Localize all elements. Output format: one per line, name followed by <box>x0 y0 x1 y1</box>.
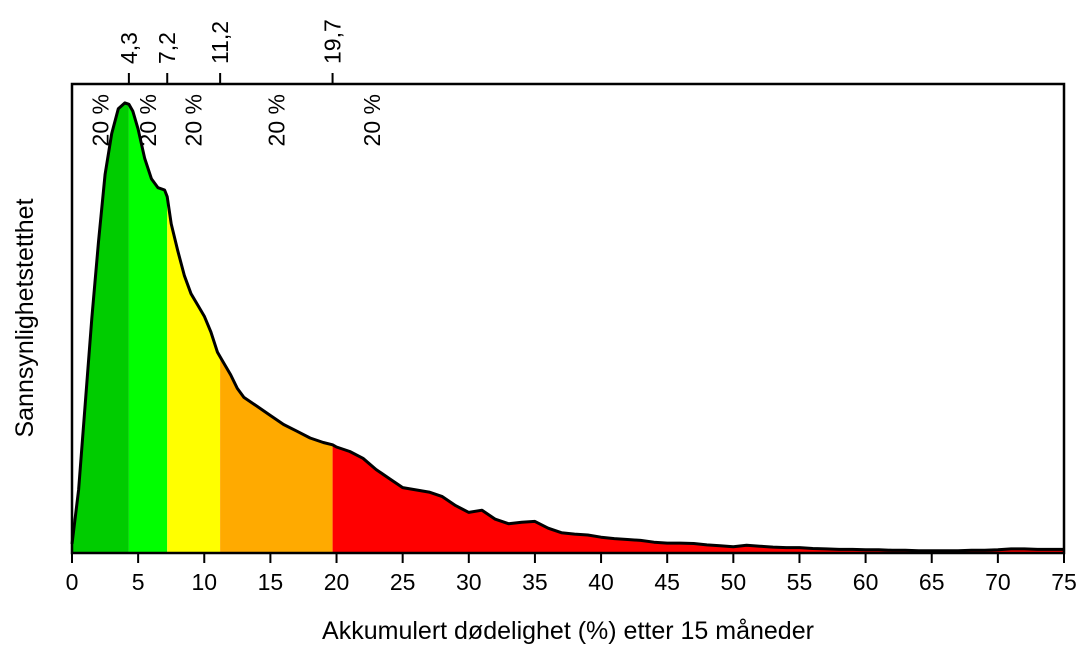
band-percent-label: 20 % <box>359 94 385 146</box>
x-tick-label: 10 <box>191 569 217 595</box>
plot-frame <box>70 82 1066 555</box>
density-band-2 <box>128 104 168 554</box>
x-axis-label: Akkumulert dødelighet (%) etter 15 måned… <box>322 617 814 645</box>
band-percent-label: 20 % <box>263 94 289 146</box>
x-tick-label: 75 <box>1051 569 1077 595</box>
density-bands <box>72 102 1065 554</box>
quantile-label: 19,7 <box>320 19 346 64</box>
x-tick-label: 15 <box>258 569 284 595</box>
x-tick-label: 35 <box>522 569 548 595</box>
band-percent-label: 20 % <box>181 94 207 146</box>
x-axis: 0 5 10 15 20 25 30 35 40 45 50 55 60 65 70 75 <box>66 553 1077 595</box>
density-band-4 <box>220 356 333 553</box>
band-percent-labels: 20 % 20 % 20 % 20 % 20 % <box>87 94 385 146</box>
x-tick-label: 20 <box>324 569 350 595</box>
quantile-axis: 4,3 7,2 11,2 19,7 <box>116 19 346 84</box>
x-tick-label: 25 <box>390 569 416 595</box>
band-percent-label: 20 % <box>135 94 161 146</box>
quantile-label: 4,3 <box>116 32 142 64</box>
x-tick-label: 65 <box>919 569 945 595</box>
density-curve <box>70 101 1064 553</box>
y-axis-label: Sannsynlighetstetthet <box>11 198 39 437</box>
band-percent-label: 20 % <box>87 94 113 146</box>
x-tick-label: 70 <box>985 569 1011 595</box>
x-tick-label: 60 <box>853 569 879 595</box>
x-tick-label: 50 <box>721 569 747 595</box>
density-band-1 <box>72 102 129 554</box>
quantile-label: 7,2 <box>154 32 180 64</box>
x-tick-label: 40 <box>588 569 614 595</box>
x-tick-label: 0 <box>66 569 79 595</box>
x-tick-label: 5 <box>132 569 145 595</box>
density-band-3 <box>167 196 221 553</box>
x-tick-label: 55 <box>787 569 813 595</box>
density-band-5 <box>332 444 1065 553</box>
x-tick-label: 45 <box>654 569 680 595</box>
quantile-label: 11,2 <box>207 21 233 64</box>
x-tick-label: 30 <box>456 569 482 595</box>
